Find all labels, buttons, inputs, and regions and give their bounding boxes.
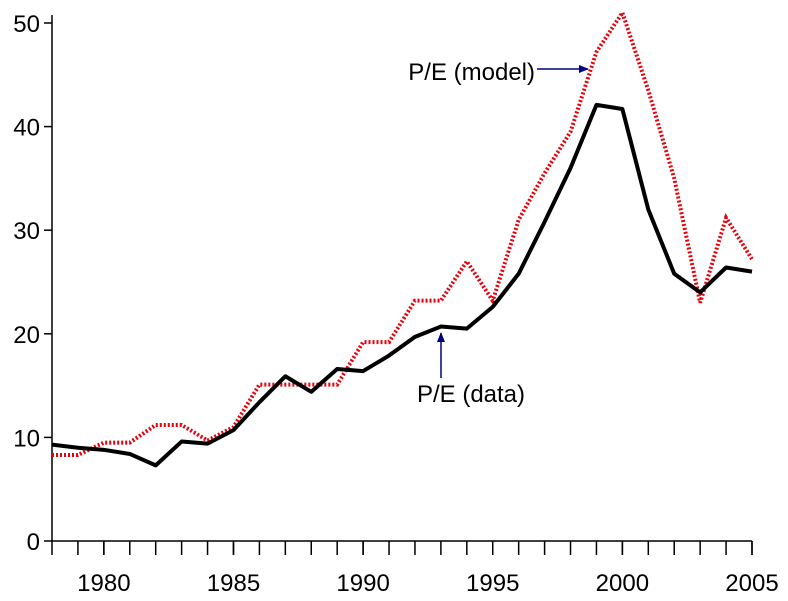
x-tick-label: 1990 <box>336 570 389 597</box>
x-tick-label: 1995 <box>466 570 519 597</box>
y-tick-label: 10 <box>13 425 40 452</box>
y-tick-label: 50 <box>13 11 40 38</box>
series-line <box>51 102 753 468</box>
y-tick-label: 40 <box>13 115 40 142</box>
series-label: P/E (data) <box>417 381 525 408</box>
y-tick-label: 0 <box>27 529 40 556</box>
y-tick-label: 20 <box>13 322 40 349</box>
x-tick-label: 1980 <box>77 570 130 597</box>
x-tick-label: 2000 <box>596 570 649 597</box>
x-tick-label: 2005 <box>725 570 778 597</box>
x-tick-label: 1985 <box>207 570 260 597</box>
y-tick-label: 30 <box>13 218 40 245</box>
series-label: P/E (model) <box>408 59 535 86</box>
series-line <box>52 8 754 458</box>
